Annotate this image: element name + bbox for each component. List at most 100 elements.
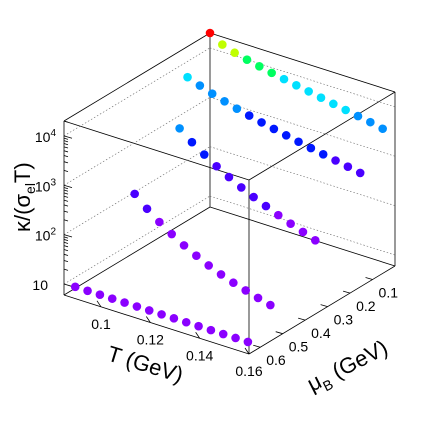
data-point [279,74,289,84]
x-tick-mark [195,332,200,339]
data-point [216,270,226,279]
y-tick-label: 0.1 [379,285,399,301]
z-tick-mark [63,192,69,195]
x-tick-mark [244,347,250,355]
data-point [243,337,253,347]
data-point [318,149,328,159]
y-tick-mark [365,277,373,280]
z-gridline [63,195,211,285]
z-tick-mark [63,195,69,198]
data-point [249,192,258,202]
data-point [273,210,283,220]
data-point [281,131,291,140]
z-tick-mark [63,161,69,164]
data-point [220,96,229,106]
data-point [310,235,320,245]
z-tick-mark [63,120,69,123]
z-tick-label: 104 [35,128,57,145]
data-point [269,124,279,134]
z-tick-mark [63,184,73,189]
z-tick-mark [63,170,69,172]
x-tick-label: 0.16 [235,363,262,379]
data-point [95,290,105,300]
x-tick-label: 0.1 [91,316,111,332]
box-edge [209,32,396,93]
data-point [218,40,227,49]
z-tick-mark [63,283,73,287]
x-tick-mark [96,300,102,308]
data-point [157,310,166,319]
data-point [205,28,215,38]
data-point [179,241,189,250]
data-point [130,189,139,199]
z-axis-title-tail: T) [10,162,35,183]
y-tick-mark [298,317,306,321]
z-tick-mark [63,137,69,140]
data-point [353,111,363,121]
z-tick-mark [63,143,69,146]
data-point [175,124,184,133]
z-tick-mark [63,260,69,263]
data-point [187,137,197,147]
data-point [195,81,205,90]
z-tick-mark [63,140,69,143]
y-tick-label: 0.2 [356,298,376,314]
z-tick-mark [63,135,73,139]
y-tick-mark [342,290,351,294]
data-points [70,28,387,347]
z-tick-mark [63,249,69,252]
data-point [292,81,301,90]
data-point [378,124,387,134]
data-point [218,329,228,339]
data-point [267,68,276,78]
z-tick-exponent: 2 [50,227,56,238]
z-tick-mark [63,241,69,244]
z-tick-mark [63,253,69,256]
box-edge [209,206,396,267]
z-axis-title-main: κ/(σ [10,194,35,232]
z-tick-exponent: 3 [50,177,56,188]
z-tick-mark [63,219,69,222]
data-point [229,278,238,288]
data-point [266,300,275,310]
z-tick-mark [63,189,69,192]
z-tick-mark [63,155,69,158]
data-point [183,72,192,82]
data-point [244,111,254,120]
x-axis-title: T (GeV) [105,341,187,388]
data-point [343,162,353,172]
z-tick-label: 102 [35,227,57,244]
data-point [181,317,191,327]
box-edge [248,91,396,181]
data-point [132,302,142,311]
data-point [232,104,242,113]
data-point [242,55,252,64]
z-tick-mark [63,210,69,213]
y-axis-title-tail: (GeV) [323,335,392,387]
z-tick-base: 10 [35,129,51,145]
data-point [155,217,164,227]
data-point [212,161,221,171]
z-tick-exponent: 4 [50,128,56,139]
z-gridline [63,47,211,137]
data-point [199,150,209,159]
data-point [230,48,239,58]
y-tick-mark [253,344,261,348]
z-tick-label: 10 [32,277,48,293]
data-point [341,105,350,115]
data-point [331,156,340,165]
data-point [355,168,365,178]
y-tick-mark [320,304,328,307]
data-point [207,89,217,99]
data-point [231,333,240,343]
data-point [329,99,338,109]
z-tick-mark [63,146,69,149]
data-point [306,143,316,153]
data-point [298,227,308,237]
z-tick-mark [63,204,69,207]
z-tick-mark [63,234,73,238]
data-point [206,325,216,335]
box-frame [63,32,396,355]
data-point [169,314,179,323]
